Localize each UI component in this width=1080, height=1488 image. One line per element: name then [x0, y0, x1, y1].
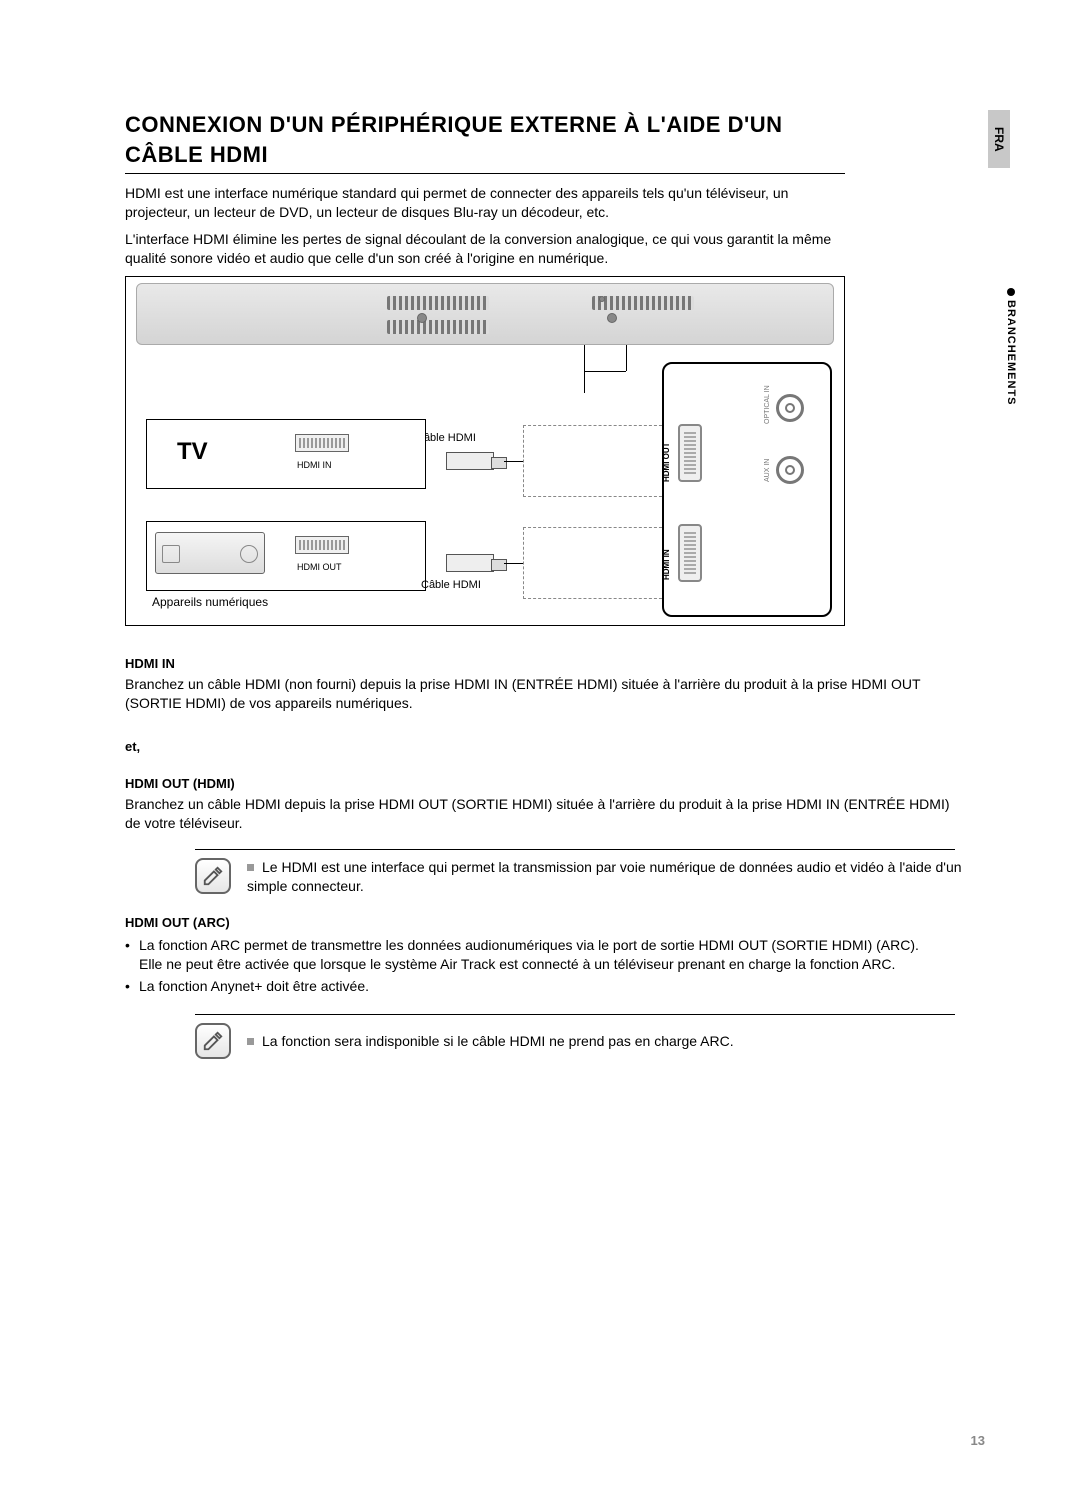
section-bullet — [1007, 288, 1015, 296]
pencil-note-icon — [202, 865, 224, 887]
hdmi-out-arc-heading: HDMI OUT (ARC) — [125, 915, 985, 930]
note-2-text: La fonction sera indisponible si le câbl… — [247, 1032, 985, 1052]
tv-box: TV HDMI IN — [146, 419, 426, 489]
hdmi-out-port-label: HDMI OUT — [662, 442, 671, 482]
device-hdmi-port — [295, 536, 349, 554]
digital-device-illustration — [155, 532, 265, 574]
optical-jack — [776, 394, 804, 422]
language-tab-label: FRA — [992, 127, 1006, 152]
alignment-box-1 — [523, 425, 667, 497]
note-block-2: La fonction sera indisponible si le câbl… — [125, 1014, 985, 1059]
note-bullet-icon — [247, 864, 254, 871]
hdmi-in-port-label: HDMI IN — [662, 549, 671, 580]
hdmi-out-port — [678, 424, 702, 482]
et-heading: et, — [125, 739, 985, 754]
page-title: CONNEXION D'UN PÉRIPHÉRIQUE EXTERNE À L'… — [125, 110, 845, 174]
arc-bullet-2: La fonction Anynet+ doit être activée. — [125, 977, 955, 996]
note-block-1: Le HDMI est une interface qui permet la … — [125, 849, 985, 897]
hdmi-out-hdmi-heading: HDMI OUT (HDMI) — [125, 776, 985, 791]
arc-bullet-1: La fonction ARC permet de transmettre le… — [125, 936, 955, 974]
cable-label-2: Câble HDMI — [421, 579, 481, 591]
note-1-text: Le HDMI est une interface qui permet la … — [247, 858, 985, 897]
aux-label: AUX IN — [764, 432, 771, 482]
note-bullet-icon — [247, 1038, 254, 1045]
device-hdmi-port-label: HDMI OUT — [297, 562, 342, 572]
section-sidebar-label: BRANCHEMENTS — [1005, 300, 1017, 406]
tv-hdmi-port-label: HDMI IN — [297, 460, 332, 470]
hdmi-plug-1 — [446, 452, 494, 470]
hdmi-plug-2 — [446, 554, 494, 572]
hdmi-in-heading: HDMI IN — [125, 656, 985, 671]
aux-jack — [776, 456, 804, 484]
pencil-note-icon — [202, 1030, 224, 1052]
connection-diagram: Câble HDMI TV HDMI IN HDMI OUT Appareils… — [125, 276, 845, 626]
digital-device-label: Appareils numériques — [152, 595, 268, 609]
tv-label: TV — [177, 438, 208, 466]
hdmi-in-port — [678, 524, 702, 582]
note-icon — [195, 1023, 231, 1059]
alignment-box-2 — [523, 527, 667, 599]
language-tab: FRA — [988, 110, 1010, 168]
hdmi-out-arc-list: La fonction ARC permet de transmettre le… — [125, 936, 955, 997]
port-inset-panel: OPTICAL IN AUX IN HDMI OUT HDMI IN — [662, 362, 832, 617]
intro-paragraph-2: L'interface HDMI élimine les pertes de s… — [125, 230, 845, 268]
optical-label: OPTICAL IN — [764, 374, 771, 424]
intro-paragraph-1: HDMI est une interface numérique standar… — [125, 184, 845, 222]
hdmi-out-hdmi-text: Branchez un câble HDMI depuis la prise H… — [125, 795, 955, 833]
note-icon — [195, 858, 231, 894]
digital-device-box: HDMI OUT — [146, 521, 426, 591]
hdmi-in-text: Branchez un câble HDMI (non fourni) depu… — [125, 675, 955, 713]
page-number: 13 — [971, 1433, 985, 1448]
tv-hdmi-port — [295, 434, 349, 452]
soundbar-illustration — [136, 283, 834, 345]
